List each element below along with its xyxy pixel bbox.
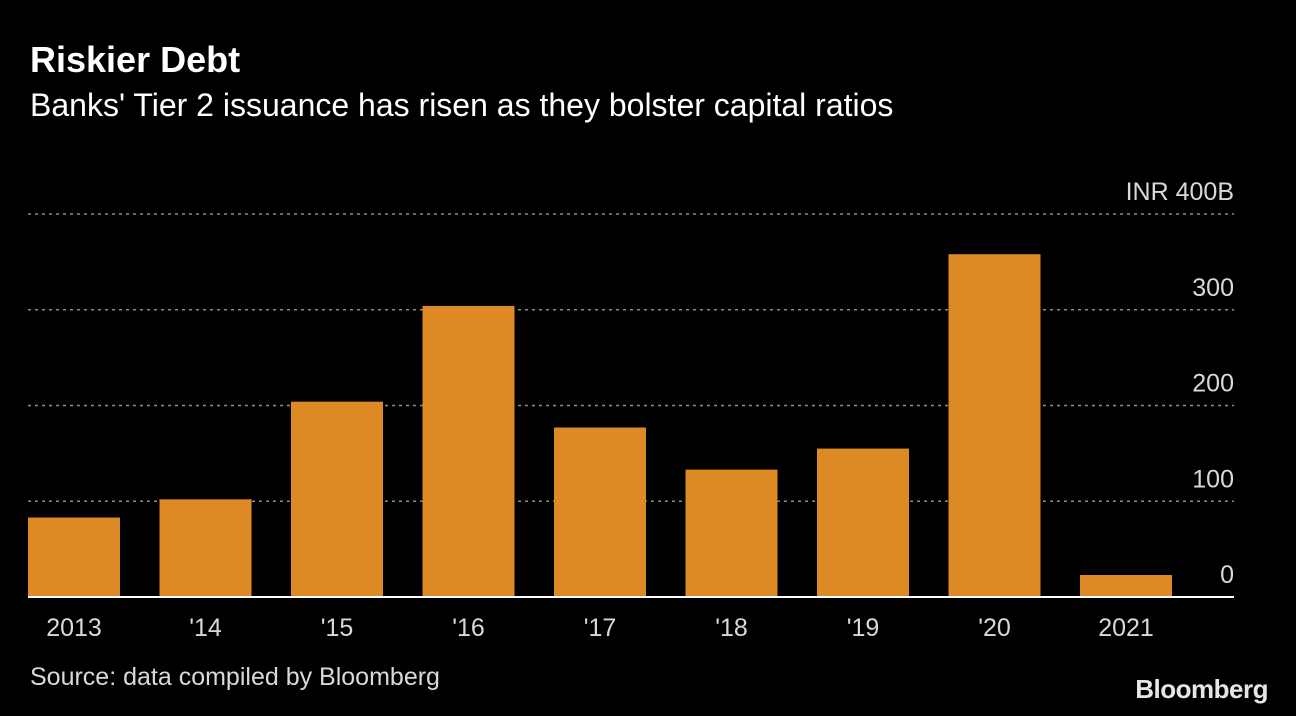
x-tick-label: 2021 [1098, 614, 1154, 642]
y-tick-label: 300 [1192, 274, 1234, 302]
y-tick-label: 100 [1192, 465, 1234, 493]
source-note: Source: data compiled by Bloomberg [30, 663, 440, 691]
bar-1 [159, 499, 252, 597]
x-tick-label: '16 [452, 614, 485, 642]
x-tick-label: '14 [189, 614, 222, 642]
x-tick-label: '17 [584, 614, 617, 642]
y-tick-label: 0 [1220, 561, 1234, 589]
bar-0 [28, 517, 120, 597]
y-axis-tick-labels: 0 100 200 300 INR 400B [1126, 178, 1234, 589]
chart-title: Riskier Debt [30, 39, 241, 80]
y-tick-label: INR 400B [1126, 178, 1234, 206]
bar-5 [685, 469, 778, 597]
x-tick-label: '20 [978, 614, 1011, 642]
bar-4 [554, 427, 646, 597]
bar-7 [948, 254, 1041, 597]
x-tick-label: '18 [715, 614, 748, 642]
bars [28, 254, 1172, 597]
x-axis-tick-labels: 2013 '14 '15 '16 '17 '18 '19 '20 2021 [46, 614, 1154, 642]
x-tick-label: '19 [847, 614, 880, 642]
bar-8 [1080, 574, 1172, 597]
bloomberg-logo: Bloomberg [1135, 674, 1268, 704]
y-tick-label: 200 [1192, 370, 1234, 398]
bar-2 [291, 401, 383, 597]
bar-6 [817, 448, 909, 597]
x-tick-label: 2013 [46, 614, 102, 642]
chart-subtitle: Banks' Tier 2 issuance has risen as they… [30, 87, 894, 123]
x-tick-label: '15 [321, 614, 354, 642]
bar-3 [422, 305, 515, 597]
